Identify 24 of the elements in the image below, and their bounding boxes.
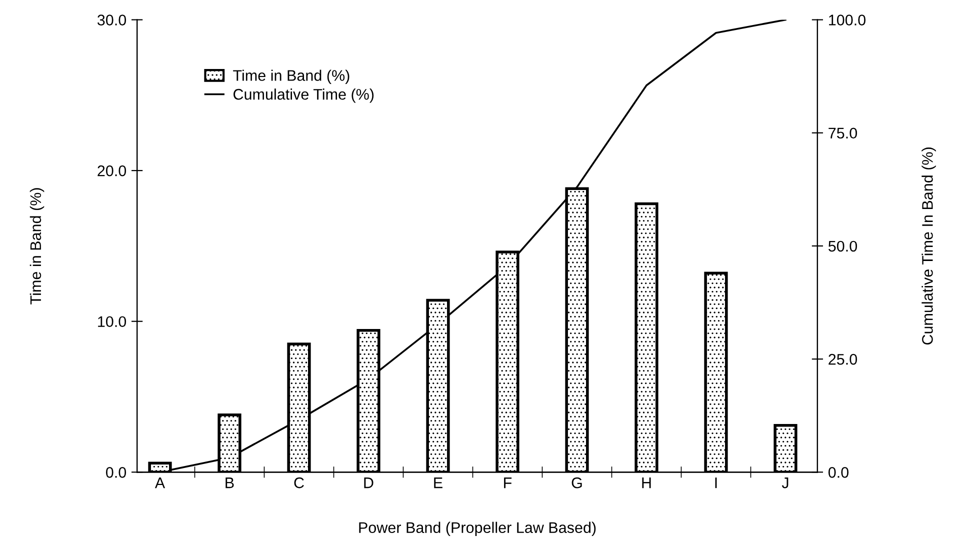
y2-tick-label: 25.0 xyxy=(828,354,858,365)
y2-tick-label: 50.0 xyxy=(828,240,858,252)
y-axis-title: Time in Band (%) xyxy=(30,188,44,304)
x-tick-label: A xyxy=(154,478,166,488)
x-tick-label: E xyxy=(434,478,442,488)
y-tick-label: 30.0 xyxy=(97,14,126,26)
x-tick-label: D xyxy=(364,478,374,488)
y2-tick-label: 100.0 xyxy=(829,14,866,26)
y-tick-label: 10.0 xyxy=(98,316,126,328)
x-tick-label: H xyxy=(642,478,651,488)
y-tick-label: 0.0 xyxy=(106,467,126,478)
y2-tick-label: 75.0 xyxy=(828,128,858,139)
y2-tick-label: 0.0 xyxy=(828,467,849,478)
y2-axis-title: Cumulative Time In Band (%) xyxy=(922,148,936,345)
y-tick-label: 20.0 xyxy=(98,165,126,176)
legend-label: Time in Band (%) xyxy=(233,70,350,84)
x-tick-label: I xyxy=(715,478,717,488)
x-tick-label: C xyxy=(294,477,304,488)
x-tick-label: G xyxy=(572,477,582,488)
x-tick-label: F xyxy=(504,478,512,488)
x-axis-title: Power Band (Propeller Law Based) xyxy=(359,522,596,536)
x-tick-label: J xyxy=(782,478,788,488)
x-tick-label: B xyxy=(226,478,234,488)
legend-label: Cumulative Time (%) xyxy=(234,88,374,103)
